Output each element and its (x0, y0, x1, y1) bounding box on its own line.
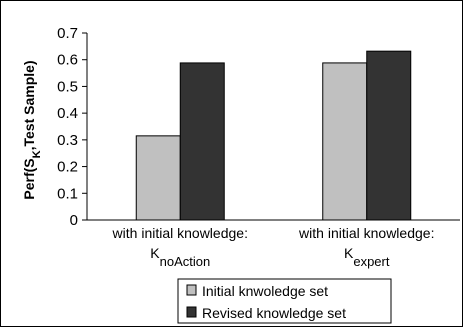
legend: Initial knwoledge set Revised knowledge … (178, 279, 391, 323)
y-tick-label: 0.1 (57, 185, 78, 202)
x-category-label-symbol: KnoAction (150, 245, 210, 269)
legend-swatch-revised (187, 307, 196, 317)
legend-label-initial: Initial knwoledge set (202, 283, 328, 299)
y-tick-label: 0.3 (57, 132, 78, 149)
bar-initial-0 (136, 136, 180, 220)
legend-label-revised: Revised knowledge set (202, 305, 346, 321)
bars (136, 51, 411, 220)
x-category-label-line1: with initial knowledge: (298, 225, 434, 241)
legend-swatch-initial (187, 285, 196, 295)
bar-initial-1 (323, 63, 367, 220)
x-category-label-line1: with initial knowledge: (112, 225, 248, 241)
y-axis-ticks: 0 0.1 0.2 0.3 0.4 0.5 0.6 0.7 (57, 25, 87, 229)
y-tick-label: 0 (70, 212, 78, 229)
bar-revised-0 (180, 63, 224, 220)
y-axis-title: Perf(SK,Test Sample) (21, 60, 43, 199)
bar-revised-1 (367, 51, 411, 220)
y-tick-label: 0.2 (57, 159, 78, 176)
y-tick-label: 0.4 (57, 105, 78, 122)
x-axis-categories: with initial knowledge: KnoAction with ini… (112, 225, 435, 269)
x-category-label-symbol: Kexpert (344, 245, 390, 269)
y-tick-label: 0.6 (57, 52, 78, 69)
y-tick-label: 0.5 (57, 78, 78, 95)
y-tick-label: 0.7 (57, 25, 78, 42)
